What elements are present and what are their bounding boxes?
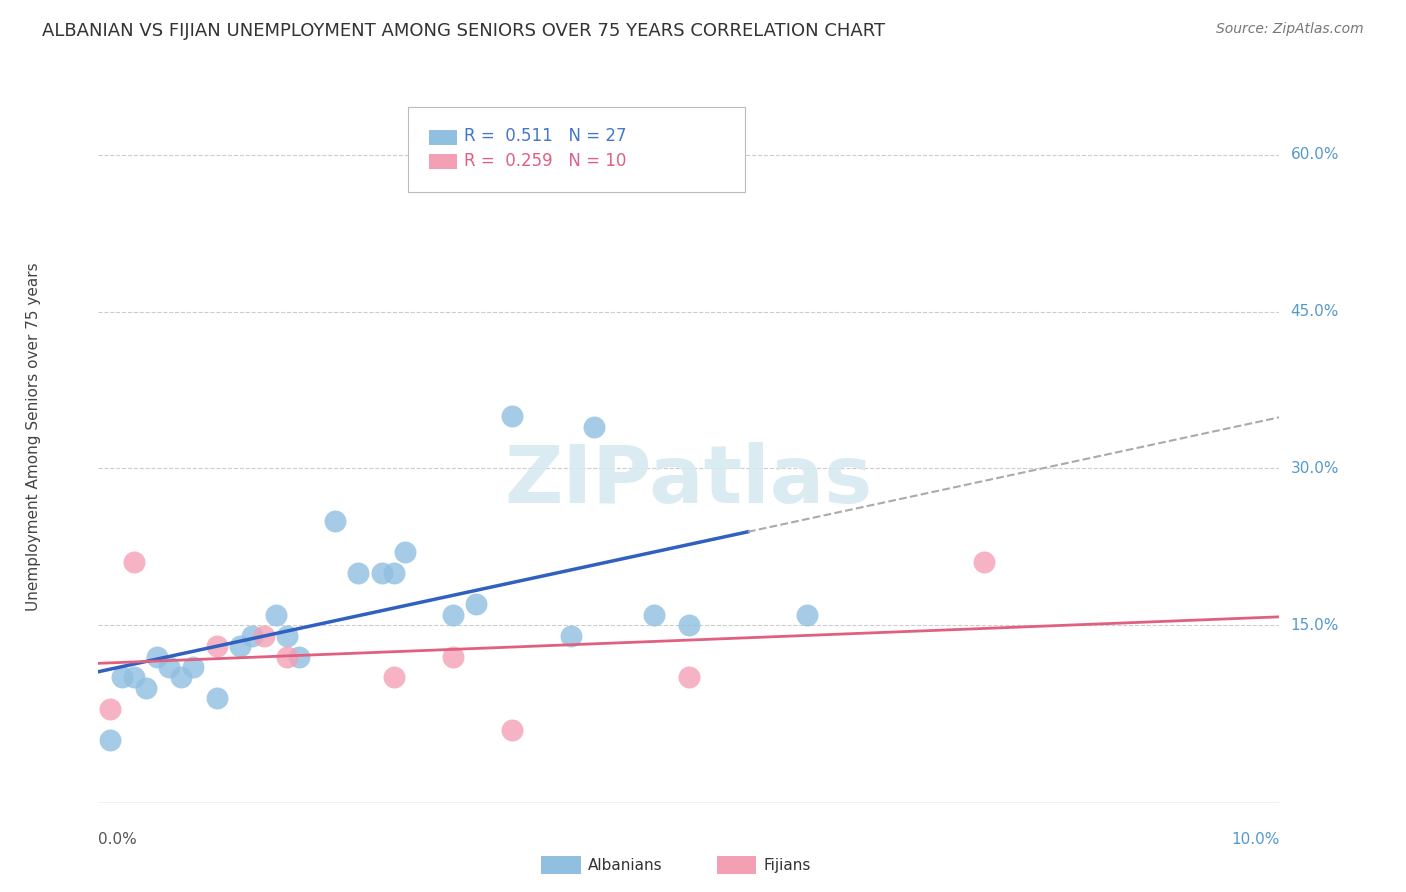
Point <box>135 681 157 695</box>
Text: 0.0%: 0.0% <box>98 832 138 847</box>
Text: Source: ZipAtlas.com: Source: ZipAtlas.com <box>1216 22 1364 37</box>
Point <box>560 629 582 643</box>
Point <box>347 566 370 580</box>
Point <box>678 670 700 684</box>
Point <box>678 618 700 632</box>
Text: 45.0%: 45.0% <box>1291 304 1339 319</box>
Point <box>240 629 263 643</box>
Point <box>229 639 252 653</box>
Text: 60.0%: 60.0% <box>1291 147 1339 162</box>
Text: ZIPatlas: ZIPatlas <box>505 442 873 520</box>
Point <box>465 597 488 611</box>
Point <box>288 649 311 664</box>
Text: R =  0.511   N = 27: R = 0.511 N = 27 <box>464 128 627 145</box>
Point <box>122 670 145 684</box>
Text: Unemployment Among Seniors over 75 years: Unemployment Among Seniors over 75 years <box>25 263 41 611</box>
Point <box>382 566 405 580</box>
Point <box>276 629 298 643</box>
Point <box>796 607 818 622</box>
Text: ALBANIAN VS FIJIAN UNEMPLOYMENT AMONG SENIORS OVER 75 YEARS CORRELATION CHART: ALBANIAN VS FIJIAN UNEMPLOYMENT AMONG SE… <box>42 22 886 40</box>
Point <box>98 733 121 747</box>
Text: 15.0%: 15.0% <box>1291 617 1339 632</box>
Point <box>276 649 298 664</box>
Text: R =  0.259   N = 10: R = 0.259 N = 10 <box>464 152 626 169</box>
Point <box>181 660 204 674</box>
Point <box>371 566 394 580</box>
Point <box>323 514 346 528</box>
Point <box>382 670 405 684</box>
Point <box>501 409 523 424</box>
Point <box>264 607 287 622</box>
Point <box>146 649 169 664</box>
Point <box>205 639 228 653</box>
Point <box>98 702 121 716</box>
Point <box>643 607 665 622</box>
Point <box>583 419 606 434</box>
Text: 30.0%: 30.0% <box>1291 461 1339 476</box>
Point <box>157 660 180 674</box>
Point <box>501 723 523 737</box>
Text: Albanians: Albanians <box>588 858 662 872</box>
Text: 10.0%: 10.0% <box>1232 832 1279 847</box>
Point <box>122 556 145 570</box>
Point <box>205 691 228 706</box>
Point <box>253 629 276 643</box>
Point <box>441 649 464 664</box>
Point <box>394 545 416 559</box>
Text: Fijians: Fijians <box>763 858 811 872</box>
Point <box>973 556 995 570</box>
Point <box>111 670 134 684</box>
Point <box>441 607 464 622</box>
Point <box>170 670 193 684</box>
